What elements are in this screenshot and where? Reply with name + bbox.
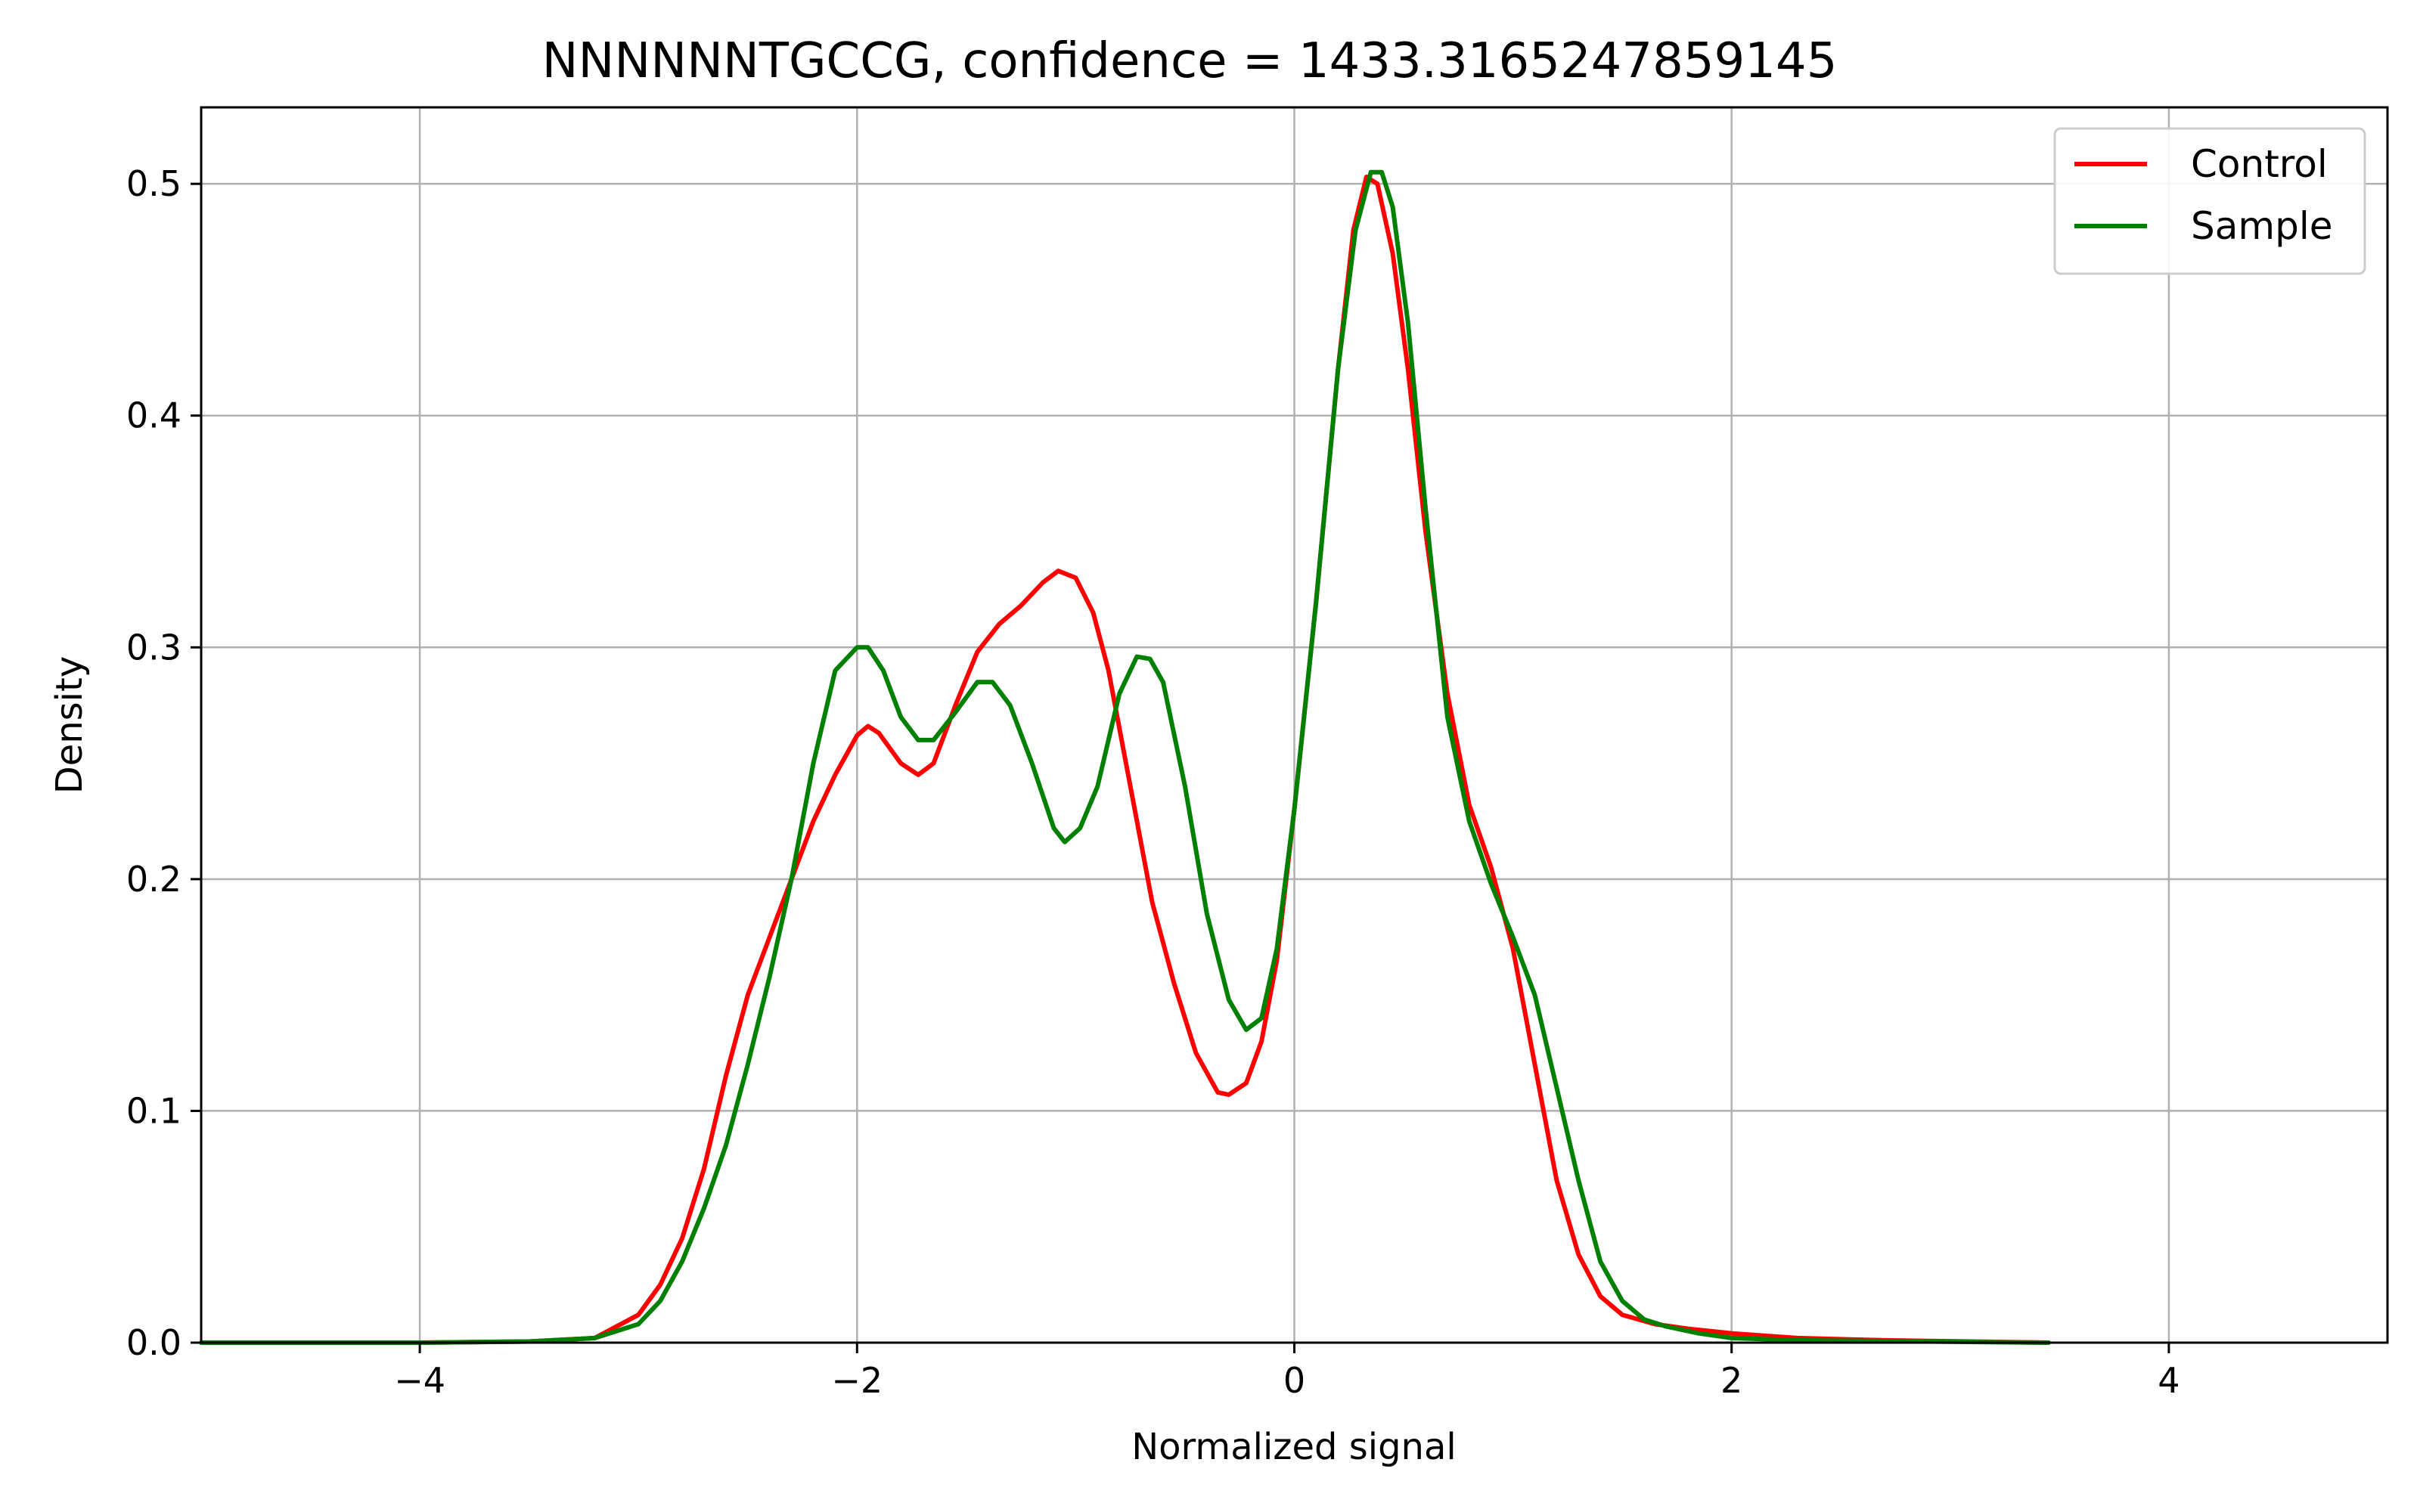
x-tick-label: −2 [831, 1360, 883, 1401]
y-axis-label: Density [48, 656, 91, 794]
y-tick-label: 0.3 [126, 627, 182, 668]
y-tick-label: 0.2 [126, 859, 182, 900]
series-lines [199, 169, 2051, 1345]
y-tick-label: 0.4 [126, 395, 182, 436]
x-tick-label: 2 [1720, 1360, 1742, 1401]
x-tick-label: 0 [1283, 1360, 1305, 1401]
legend-label-sample: Sample [2191, 204, 2332, 248]
y-tick-label: 0.0 [126, 1322, 182, 1363]
series-line-control [199, 175, 2051, 1345]
axis-ticks: −4 −2 0 2 4 0.0 0.1 0.2 0.3 0.4 0.5 [126, 163, 2180, 1401]
chart-title: NNNNNNTGCCG, confidence = 1433.316524785… [542, 33, 1838, 89]
x-tick-label: 4 [2158, 1360, 2180, 1401]
x-tick-label: −4 [394, 1360, 445, 1401]
grid [201, 107, 2387, 1344]
x-axis-label: Normalized signal [1131, 1426, 1456, 1468]
y-tick-label: 0.5 [126, 163, 182, 204]
y-tick-label: 0.1 [126, 1090, 182, 1131]
legend: Control Sample [2053, 127, 2366, 275]
series-line-sample [199, 169, 2051, 1345]
legend-label-control: Control [2191, 142, 2328, 186]
